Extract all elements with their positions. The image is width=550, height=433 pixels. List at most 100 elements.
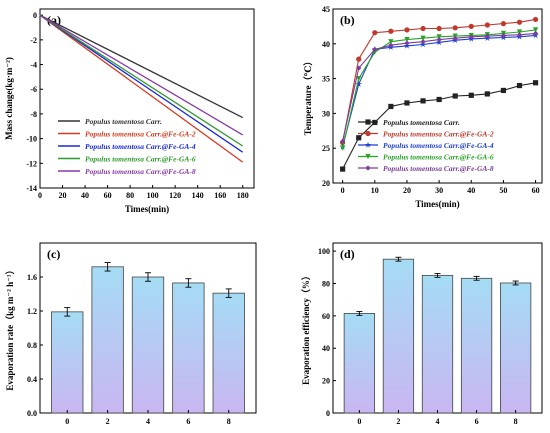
b-series-1-point [372,30,378,36]
b-series-3-point [532,27,539,33]
b-xtick-label: 0 [341,186,345,195]
c-bar [131,276,165,414]
a-xtick-label: 140 [192,191,204,200]
b-series-0-point [452,93,458,99]
a-xtick-label: 20 [59,191,67,200]
d-ytick-label: 0 [326,409,330,418]
a-series-line-0 [39,14,243,119]
b-series-0-point [420,98,426,104]
b-series-1-point [420,25,426,32]
c-ytick-label: 0.4 [27,375,37,384]
b-series-3-point [388,39,394,45]
a-xtick-label: 100 [147,191,159,200]
b-series-4-point [404,40,410,46]
b-series-4-point [356,65,362,71]
a-xtick-label: 80 [126,191,134,200]
a-legend-entry-3: Populus tomentosa Carr.@Fe-GA-6 [85,155,196,164]
a-xtick-label: 180 [237,191,249,200]
b-series-1-point [532,16,539,23]
a-series-line-2 [39,14,244,153]
b-series-4-point [484,33,490,39]
b-series-0-point [436,96,442,103]
a-ytick-label: -14 [26,184,37,193]
d-xtick-label: 6 [475,417,479,426]
a-x-axis-label: Times(min) [125,204,169,214]
a-legend-entry-4: Populus tomentosa Carr.@Fe-GA-8 [85,167,196,176]
d-ytick-label: 80 [322,279,330,288]
c-xtick-label: 0 [65,417,69,426]
b-series-0-point [356,135,362,141]
b-xtick-label: 10 [371,186,379,195]
b-series-0-point [388,103,394,110]
b-xtick-label: 20 [403,186,411,195]
c-bar [91,266,124,414]
b-plot-frame [332,8,543,184]
b-ytick-label: 30 [322,109,330,118]
c-xtick-label: 2 [106,417,110,426]
d-xtick-label: 4 [436,417,440,426]
a-series-line-1 [39,14,244,163]
a-legend-entry-0: Populus tomentosa Carr. [85,117,162,126]
d-panel-label: (d) [340,247,355,261]
a-ytick-label: -10 [26,135,37,144]
a-legend-entry-2: Populus tomentosa Carr.@Fe-GA-4 [85,142,196,151]
b-series-1-point [484,22,490,28]
a-xtick-label: 60 [104,191,112,200]
c-bar [172,282,205,414]
d-bar [460,277,493,414]
c-xtick-label: 6 [186,417,190,426]
a-xtick-label: 40 [81,191,89,200]
b-series-1-point [500,21,507,27]
c-bar [51,311,84,414]
d-bar [499,282,532,414]
b-series-3-point [436,34,442,40]
d-ytick-label: 40 [322,344,330,353]
c-bar [212,292,245,414]
d-ytick-label: 20 [322,377,330,386]
a-y-axis-label: Mass change(kg·m⁻²) [4,57,14,140]
b-series-1-point [356,56,362,62]
b-series-0-point [532,80,539,86]
b-legend-entry-4: Populus tomentosa Carr.@Fe-GA-8 [383,164,494,173]
b-series-3-point [420,35,426,41]
b-series-1-point [404,27,410,33]
d-xtick-label: 2 [396,417,400,426]
a-legend-entry-1: Populus tomentosa Carr.@Fe-GA-2 [85,130,196,139]
d-bar [421,274,454,414]
b-series-0-point [500,87,507,94]
b-ytick-label: 25 [322,144,330,153]
d-y-axis-label: Evaporation efficiency（%） [301,271,311,385]
a-ytick-label: -8 [30,110,37,119]
b-legend-marker-2 [364,141,372,148]
b-legend-entry-3: Populus tomentosa Carr.@Fe-GA-6 [383,153,494,162]
b-series-0-point [404,100,410,106]
b-series-0-point [340,166,346,172]
a-ytick-label: -4 [30,61,37,70]
b-legend-marker-0 [365,119,371,125]
b-series-4-point [452,35,458,41]
d-ytick-label: 100 [318,247,330,256]
b-series-4-point [372,46,378,52]
c-xtick-label: 4 [146,417,150,426]
b-series-1-point [436,25,442,32]
b-legend-marker-4 [365,165,371,171]
b-series-4-point [468,34,474,40]
a-xtick-label: 120 [169,191,181,200]
d-bar [343,313,376,414]
b-x-axis-label: Times(min) [415,199,459,209]
b-series-4-point [532,30,539,36]
b-legend-entry-2: Populus tomentosa Carr.@Fe-GA-4 [383,141,494,150]
b-ytick-label: 45 [322,5,330,14]
b-legend-marker-3 [365,153,371,160]
a-xtick-label: 160 [214,191,226,200]
c-y-axis-label: Evaporation rate（kg m⁻² h⁻¹） [5,265,15,390]
b-xtick-label: 30 [435,186,443,195]
b-series-0-point [468,92,474,98]
panel-d-evaporation-efficiency-chart: 0 20 40 60 80 100 0 2 4 6 8 Evaporation efficiency（… [301,242,543,426]
b-series-4-point [420,39,426,45]
b-y-axis-label: Temperature（℃） [303,57,313,136]
panel-b-temperature-chart: 20 25 30 35 40 45 0 10 20 30 40 50 60 Times(min) Tempe… [303,5,543,209]
b-series-0-point [484,91,490,97]
a-ytick-label: 0 [33,11,37,20]
